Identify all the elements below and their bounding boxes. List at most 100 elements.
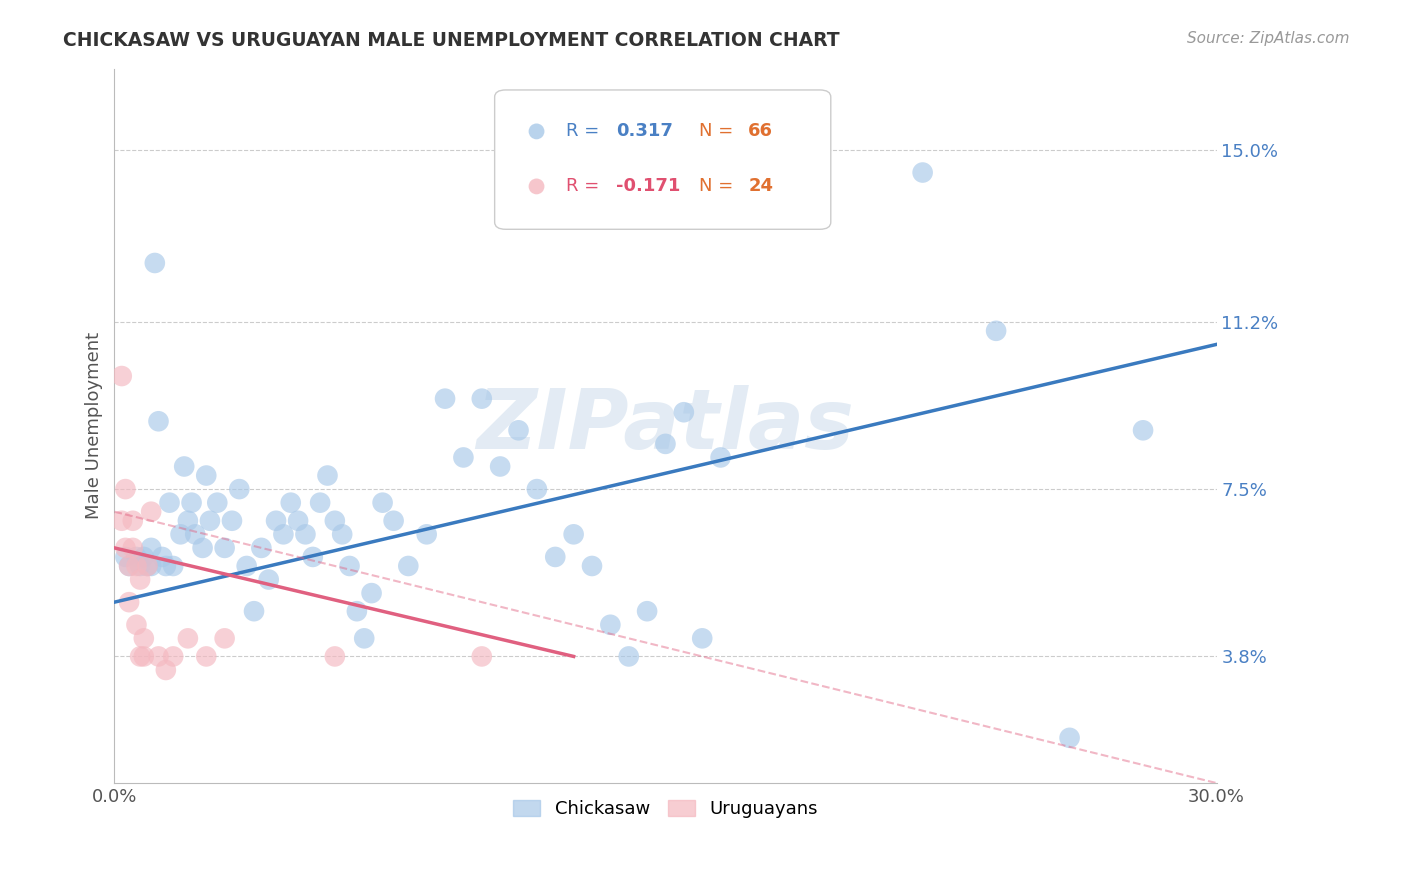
Point <box>301 549 323 564</box>
Point <box>911 165 934 179</box>
Point <box>371 496 394 510</box>
Legend: Chickasaw, Uruguayans: Chickasaw, Uruguayans <box>506 793 825 825</box>
Point <box>346 604 368 618</box>
Point <box>353 632 375 646</box>
Point <box>114 549 136 564</box>
Point <box>148 649 170 664</box>
Point <box>1059 731 1081 745</box>
Text: 0.317: 0.317 <box>616 122 672 140</box>
Point <box>118 559 141 574</box>
Point <box>382 514 405 528</box>
Point <box>114 482 136 496</box>
Text: ZIPatlas: ZIPatlas <box>477 385 855 467</box>
Point <box>690 632 713 646</box>
Point <box>287 514 309 528</box>
Text: R =: R = <box>567 178 605 195</box>
Point <box>489 459 512 474</box>
Point <box>243 604 266 618</box>
Point <box>195 468 218 483</box>
Text: N =: N = <box>699 178 738 195</box>
Point <box>198 514 221 528</box>
Point <box>453 450 475 465</box>
Point <box>169 527 191 541</box>
Point <box>155 663 177 677</box>
Point <box>118 595 141 609</box>
Text: N =: N = <box>699 122 738 140</box>
Point <box>121 541 143 555</box>
Text: 66: 66 <box>748 122 773 140</box>
Point <box>177 632 200 646</box>
Point <box>434 392 457 406</box>
Point <box>129 573 152 587</box>
Point <box>599 617 621 632</box>
Point <box>581 559 603 574</box>
Point <box>396 559 419 574</box>
Point <box>114 541 136 555</box>
Point <box>136 559 159 574</box>
Point <box>132 632 155 646</box>
Point <box>121 514 143 528</box>
Point <box>141 559 163 574</box>
Point <box>159 496 181 510</box>
Point <box>544 549 567 564</box>
Point <box>360 586 382 600</box>
Text: 24: 24 <box>748 178 773 195</box>
Point <box>617 649 640 664</box>
Point <box>235 559 257 574</box>
Point <box>125 559 148 574</box>
Point <box>125 549 148 564</box>
Text: -0.171: -0.171 <box>616 178 681 195</box>
Point <box>141 505 163 519</box>
Point <box>323 514 346 528</box>
Point <box>118 559 141 574</box>
Point <box>207 496 229 510</box>
Point <box>184 527 207 541</box>
Text: Source: ZipAtlas.com: Source: ZipAtlas.com <box>1187 31 1350 46</box>
Point <box>526 482 548 496</box>
Point <box>191 541 214 555</box>
Point <box>636 604 658 618</box>
Point <box>125 617 148 632</box>
Point <box>228 482 250 496</box>
Point <box>155 559 177 574</box>
Point <box>214 632 236 646</box>
Point <box>654 437 676 451</box>
Text: CHICKASAW VS URUGUAYAN MALE UNEMPLOYMENT CORRELATION CHART: CHICKASAW VS URUGUAYAN MALE UNEMPLOYMENT… <box>63 31 839 50</box>
Point <box>672 405 695 419</box>
Y-axis label: Male Unemployment: Male Unemployment <box>86 332 103 519</box>
Point <box>415 527 437 541</box>
Point <box>339 559 361 574</box>
Point <box>136 559 159 574</box>
Point <box>264 514 287 528</box>
Point <box>129 559 152 574</box>
Point <box>280 496 302 510</box>
FancyBboxPatch shape <box>495 90 831 229</box>
Point <box>141 541 163 555</box>
Point <box>250 541 273 555</box>
Point <box>214 541 236 555</box>
Point <box>323 649 346 664</box>
Point <box>471 649 494 664</box>
Text: R =: R = <box>567 122 605 140</box>
Point <box>177 514 200 528</box>
Point <box>471 392 494 406</box>
Point <box>162 559 184 574</box>
Point <box>162 649 184 664</box>
Point <box>111 369 134 384</box>
Point <box>294 527 316 541</box>
Point <box>221 514 243 528</box>
Point <box>132 649 155 664</box>
Point <box>150 549 173 564</box>
Point <box>710 450 733 465</box>
Point <box>562 527 585 541</box>
Point <box>330 527 353 541</box>
Point <box>148 414 170 428</box>
Point <box>173 459 195 474</box>
Point <box>132 549 155 564</box>
Point <box>309 496 332 510</box>
Point <box>1132 423 1154 437</box>
Point <box>316 468 339 483</box>
Point <box>143 256 166 270</box>
Point <box>195 649 218 664</box>
Point <box>984 324 1007 338</box>
